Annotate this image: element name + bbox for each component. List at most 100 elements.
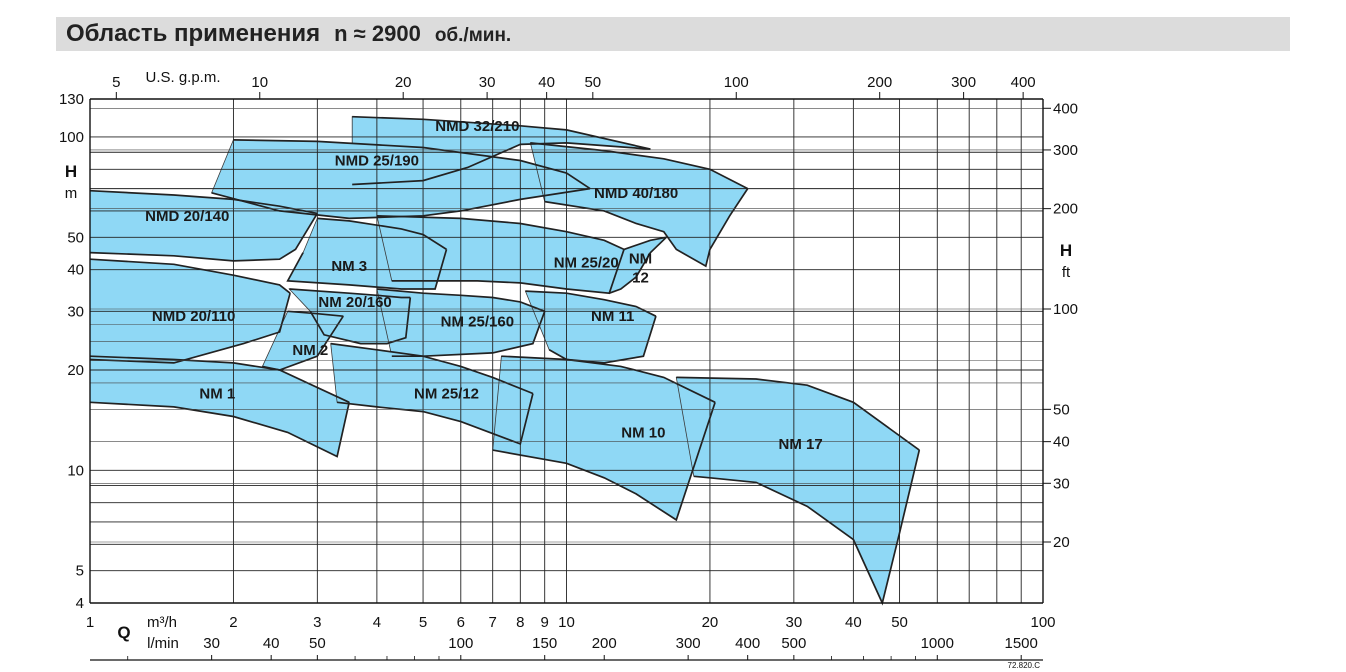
left-tick-label: 4 — [76, 595, 84, 612]
bottom-tick-label-m3h: 2 — [229, 614, 237, 631]
bottom-tick-label-m3h: 8 — [516, 614, 524, 631]
right-tick-label: 20 — [1053, 534, 1070, 551]
region-curve — [548, 315, 657, 364]
top-axis-unit: U.S. g.p.m. — [145, 69, 220, 86]
region-curve — [317, 217, 447, 251]
region-curve — [233, 139, 591, 190]
region-curve — [337, 393, 534, 446]
left-tick-label: 30 — [67, 303, 84, 320]
region-labels: NMD 32/210 NMD 25/190 NMD 40/180 NMD 20/140… — [145, 118, 823, 453]
region-curve — [623, 236, 667, 251]
region-label: NM 12 — [629, 250, 652, 286]
bottom-tick-label-m3h: 10 — [558, 614, 575, 631]
region-curve — [544, 188, 749, 268]
bottom-tick-label-m3h: 20 — [702, 614, 719, 631]
title-bar: Область применения n ≈ 2900 об./мин. — [56, 17, 1290, 51]
region-curve — [286, 249, 448, 290]
right-axis-unit: ft — [1062, 264, 1071, 281]
region-curve — [609, 236, 667, 294]
bottom-tick-label-lmin: 40 — [263, 635, 280, 652]
region-label: NM 20/160 — [318, 294, 391, 311]
left-tick-label: 100 — [59, 129, 84, 146]
region-label-line: NM — [629, 250, 652, 267]
page-title: Область применения n ≈ 2900 об./мин. — [66, 20, 511, 48]
bottom-tick-label-lmin: 30 — [203, 635, 220, 652]
region-label-line: 12 — [632, 269, 649, 286]
bottom-tick-label-m3h: 1 — [86, 614, 94, 631]
bottom-tick-label-m3h: 6 — [457, 614, 465, 631]
bottom-tick-label-lmin: 300 — [676, 635, 701, 652]
top-tick-label: 20 — [395, 74, 412, 91]
region-curve — [676, 376, 920, 451]
left-tick-label: 5 — [76, 563, 84, 580]
top-tick-label: 30 — [479, 74, 496, 91]
bottom-tick-label-lmin: 500 — [781, 635, 806, 652]
region-curve — [525, 290, 657, 317]
bottom-tick-label-m3h: 50 — [891, 614, 908, 631]
right-axis-label: H — [1060, 241, 1072, 260]
region-label: NM 10 — [621, 424, 665, 441]
region-curve — [89, 292, 291, 364]
top-tick-label: 200 — [867, 74, 892, 91]
region-curve — [330, 342, 534, 395]
right-tick-label: 200 — [1053, 201, 1078, 218]
region-label: NM 25/160 — [441, 313, 514, 330]
bottom-tick-label-lmin: 50 — [309, 635, 326, 652]
bottom-tick-label-m3h: 40 — [845, 614, 862, 631]
right-tick-label: 50 — [1053, 401, 1070, 418]
bottom-tick-label-lmin: 100 — [448, 635, 473, 652]
bottom-axis-unit-lmin: l/min — [147, 635, 179, 652]
title-speed-unit: об./мин. — [434, 25, 512, 46]
pump-regions — [89, 115, 921, 606]
bottom-tick-label-m3h: 5 — [419, 614, 427, 631]
left-tick-label: 130 — [59, 91, 84, 108]
region-label: NMD 40/180 — [594, 185, 678, 202]
top-tick-label: 5 — [112, 74, 120, 91]
right-tick-label: 100 — [1053, 301, 1078, 318]
top-tick-label: 40 — [538, 74, 555, 91]
right-tick-label: 400 — [1053, 100, 1078, 117]
region-curve — [530, 142, 749, 190]
right-tick-label: 300 — [1053, 142, 1078, 159]
bottom-tick-label-m3h: 9 — [541, 614, 549, 631]
region-label: NMD 25/190 — [335, 153, 419, 170]
bottom-tick-label-m3h: 7 — [489, 614, 497, 631]
bottom-tick-label-m3h: 30 — [786, 614, 803, 631]
region-curve — [309, 297, 412, 345]
region-label: NM 3 — [331, 258, 367, 275]
region-curve — [89, 401, 351, 458]
left-tick-label: 10 — [67, 462, 84, 479]
title-speed: n ≈ 2900 — [334, 21, 421, 46]
region-curve — [376, 288, 546, 313]
region-curve — [89, 212, 319, 262]
bottom-tick-label-lmin: 1500 — [1005, 635, 1038, 652]
left-tick-label: 20 — [67, 362, 84, 379]
bottom-tick-label-m3h: 100 — [1030, 614, 1055, 631]
region-label: NM 2 — [292, 342, 328, 359]
bottom-tick-label-lmin: 150 — [532, 635, 557, 652]
left-axis-unit: m — [65, 185, 78, 202]
chart-code: 72.820.C — [1008, 661, 1041, 670]
region-label: NMD 20/110 — [152, 308, 235, 325]
right-tick-label: 30 — [1053, 475, 1070, 492]
top-tick-label: 10 — [251, 74, 268, 91]
region-curve — [352, 142, 651, 186]
region-curve — [376, 214, 625, 251]
chart-axes: 451020304050100130Hm20304050100200300400… — [59, 69, 1078, 670]
left-tick-label: 50 — [67, 229, 84, 246]
top-tick-label: 100 — [724, 74, 749, 91]
region-label: NM 1 — [199, 386, 235, 403]
top-tick-label: 50 — [584, 74, 601, 91]
region-label: NM 17 — [779, 436, 823, 453]
bottom-axis-label: Q — [117, 623, 130, 642]
region-label: NM 25/20 — [554, 255, 619, 272]
bottom-tick-label-m3h: 3 — [313, 614, 321, 631]
region-label: NMD 32/210 — [435, 118, 519, 135]
region-label: NM 25/12 — [414, 386, 479, 403]
region-label: NMD 20/140 — [145, 208, 229, 225]
bottom-tick-label-m3h: 4 — [373, 614, 381, 631]
title-main: Область применения — [66, 20, 321, 47]
top-tick-label: 300 — [951, 74, 976, 91]
chart-grid — [89, 98, 1044, 604]
